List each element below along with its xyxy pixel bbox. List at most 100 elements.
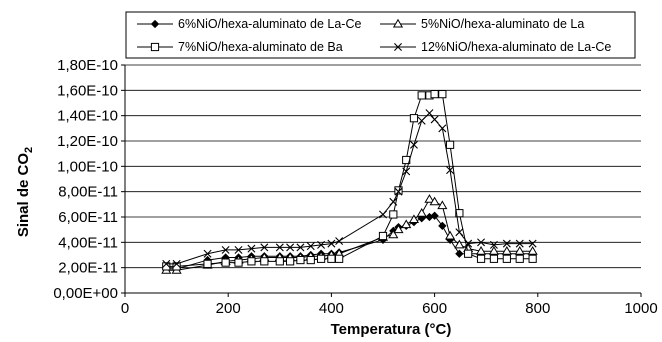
- legend-label: 12%NiO/hexa-aluminato de La-Ce: [421, 40, 611, 54]
- data-point: [327, 239, 336, 248]
- x-tick-label: 400: [319, 300, 344, 317]
- data-point: [515, 254, 524, 263]
- data-point: [378, 231, 388, 241]
- data-point: [296, 255, 305, 265]
- y-tick-label: 1,80E-10: [57, 57, 118, 74]
- data-point: [260, 257, 269, 266]
- data-point: [454, 239, 465, 249]
- y-axis-title: Sinal de CO2: [15, 147, 35, 237]
- series-4: [162, 109, 537, 268]
- data-point: [316, 254, 326, 263]
- legend-entry: 12%NiO/hexa-aluminato de La-Ce: [380, 40, 611, 54]
- data-point: [203, 249, 212, 258]
- y-axis-title-subscript: 2: [23, 147, 35, 153]
- legend-label: 6%NiO/hexa-aluminato de La-Ce: [178, 17, 361, 31]
- data-point: [489, 254, 499, 263]
- data-point: [464, 239, 473, 248]
- data-point: [306, 242, 315, 251]
- data-point: [335, 254, 344, 263]
- y-tick-label: 1,60E-10: [57, 82, 118, 99]
- data-point: [389, 197, 398, 206]
- data-point: [430, 211, 439, 220]
- data-point: [445, 140, 455, 149]
- data-point: [317, 240, 326, 249]
- legend-entry: 6%NiO/hexa-aluminato de La-Ce: [137, 17, 361, 31]
- data-point: [515, 239, 524, 248]
- data-point: [476, 254, 486, 263]
- data-point: [275, 257, 284, 266]
- data-point: [429, 196, 440, 206]
- x-axis-title: Temperatura (°C): [331, 321, 452, 338]
- data-point: [437, 200, 448, 210]
- data-point: [514, 246, 525, 255]
- data-point: [335, 237, 344, 246]
- data-point: [430, 115, 439, 124]
- x-tick-label: 800: [525, 300, 550, 317]
- data-point: [388, 229, 399, 239]
- legend-label: 5%NiO/hexa-aluminato de La: [421, 17, 584, 31]
- legend: 6%NiO/hexa-aluminato de La-Ce 5%NiO/hexa-…: [125, 11, 636, 59]
- data-point: [402, 167, 411, 176]
- data-point: [306, 255, 315, 265]
- data-point: [379, 210, 387, 219]
- data-point: [327, 254, 336, 263]
- y-tick-label: 4,00E-11: [58, 234, 118, 251]
- data-point: [464, 249, 473, 258]
- data-point: [394, 187, 403, 196]
- data-point: [409, 140, 418, 149]
- data-point: [247, 257, 256, 266]
- legend-marker: [392, 18, 404, 28]
- legend-marker: [394, 43, 402, 51]
- data-point: [438, 221, 447, 231]
- legend-marker: [150, 19, 160, 29]
- y-tick-label: 1,20E-10: [57, 133, 118, 150]
- data-point: [162, 262, 171, 271]
- data-point: [527, 246, 538, 255]
- data-point: [409, 114, 419, 123]
- legend-entry: 5%NiO/hexa-aluminato de La: [380, 17, 584, 31]
- data-point: [455, 249, 464, 258]
- data-point: [438, 124, 447, 133]
- data-point: [528, 239, 537, 248]
- data-point: [489, 240, 498, 249]
- data-point: [455, 228, 464, 237]
- data-point: [438, 90, 447, 99]
- y-tick-label: 2,00E-11: [58, 260, 118, 277]
- grid: [125, 64, 641, 269]
- series-line: [166, 112, 533, 265]
- data-point: [296, 243, 305, 252]
- series-layer: [161, 90, 538, 274]
- tick-labels: 0,00E+00 2,00E-11 4,00E-11 6,00E-11 8,00E-11…: [53, 57, 657, 317]
- data-point: [502, 254, 511, 263]
- data-point: [389, 210, 398, 219]
- legend-box: [125, 11, 636, 59]
- data-point: [286, 243, 295, 252]
- data-point: [260, 243, 269, 252]
- legend-label: 7%NiO/hexa-aluminato de Ba: [178, 40, 343, 54]
- data-point: [417, 91, 426, 100]
- y-tick-label: 8,00E-11: [58, 184, 118, 201]
- data-point: [502, 239, 511, 248]
- y-tick-label: 1,00E-10: [57, 158, 118, 175]
- data-point: [172, 262, 181, 271]
- y-tick-label: 0,00E+00: [53, 285, 118, 302]
- data-point: [162, 259, 171, 268]
- y-axis-title-main: Sinal de CO: [15, 153, 32, 238]
- data-point: [424, 194, 435, 203]
- axes: [121, 64, 642, 297]
- y-tick-label: 6,00E-11: [58, 209, 118, 226]
- data-point: [221, 258, 230, 267]
- data-point: [501, 246, 512, 255]
- data-point: [417, 116, 426, 125]
- y-tick-label: 1,40E-10: [57, 108, 118, 125]
- data-point: [446, 166, 455, 175]
- series-line: [166, 93, 533, 267]
- data-point: [401, 219, 412, 229]
- x-tick-label: 600: [422, 300, 447, 317]
- data-point: [408, 214, 420, 224]
- data-point: [221, 245, 230, 254]
- legend-marker: [150, 42, 160, 52]
- data-point: [203, 259, 212, 268]
- data-point: [416, 208, 427, 217]
